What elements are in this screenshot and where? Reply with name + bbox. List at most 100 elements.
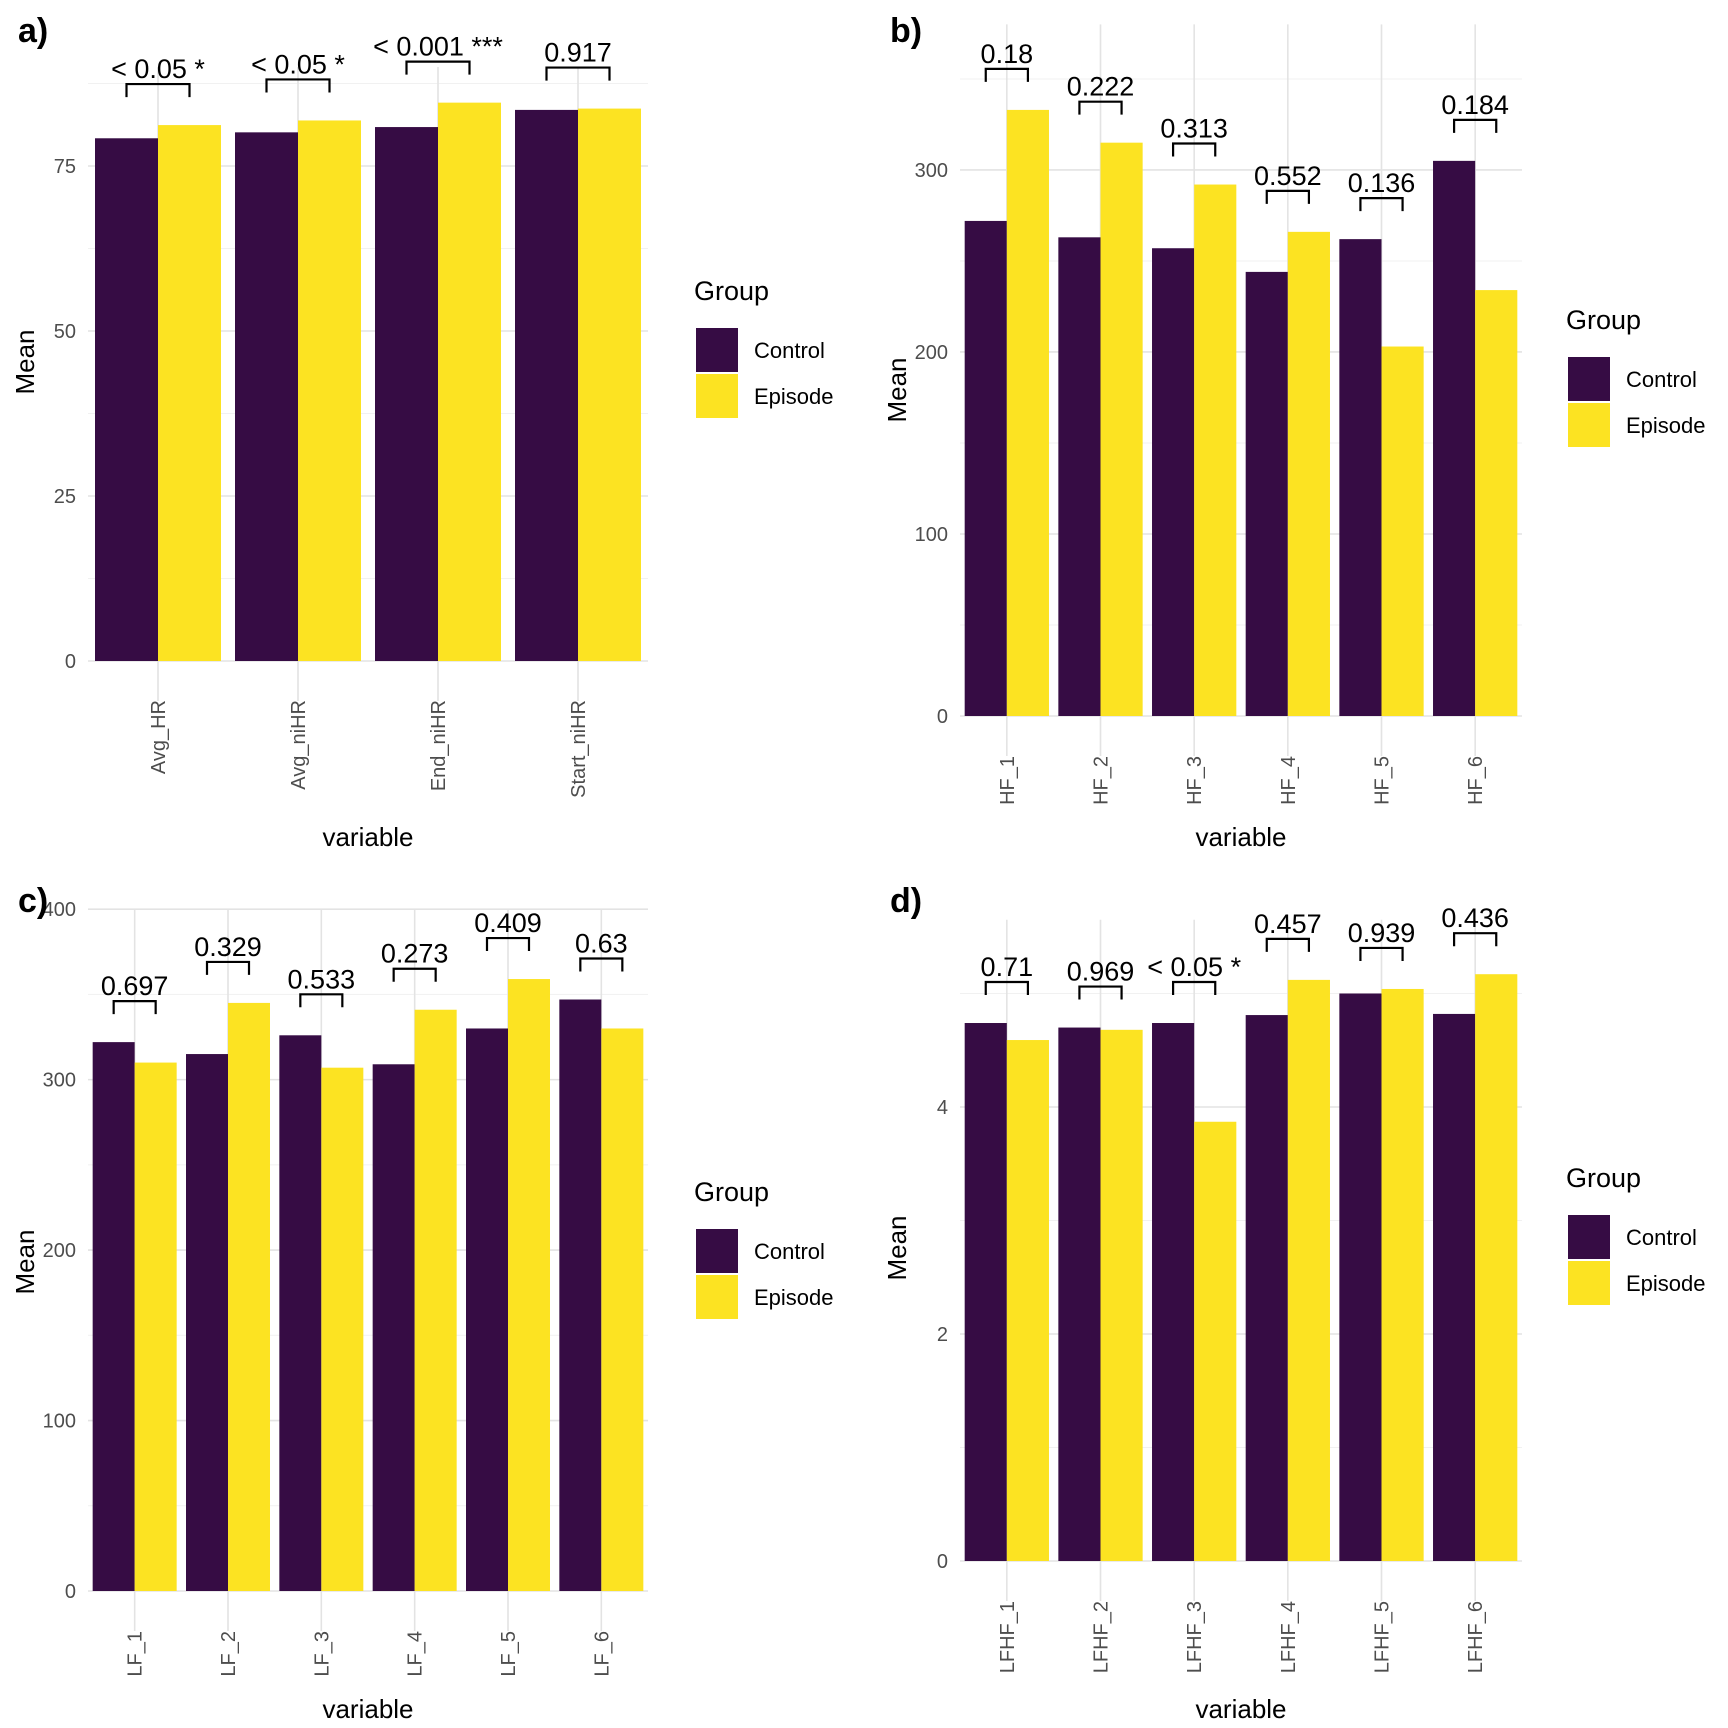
significance-bracket <box>1452 932 1498 947</box>
legend-key-episode <box>696 1275 738 1319</box>
significance-bracket <box>299 993 344 1008</box>
bar-control-lfhf_4 <box>1245 1015 1288 1561</box>
x-tick-label: HF_4 <box>1278 756 1300 805</box>
x-axis-title: variable <box>1195 822 1286 852</box>
y-tick-label: 4 <box>937 1097 948 1119</box>
bar-control-hf_5 <box>1339 239 1382 717</box>
significance-bracket <box>1265 937 1311 952</box>
p-value-label: 0.697 <box>101 971 169 1001</box>
legend-label: Control <box>1626 1225 1697 1250</box>
y-tick-label: 100 <box>43 1411 76 1433</box>
x-axis-title: variable <box>322 822 413 852</box>
bar-control-lfhf_3 <box>1152 1023 1195 1561</box>
panel-label: b) <box>890 12 922 50</box>
bar-control-lfhf_5 <box>1339 993 1382 1561</box>
legend-key-control <box>696 1229 738 1273</box>
y-tick-label: 300 <box>43 1070 76 1092</box>
bar-episode-start_nihr <box>578 108 641 661</box>
y-tick-label: 75 <box>54 156 76 178</box>
bar-control-lf_5 <box>466 1028 508 1591</box>
p-value-label: 0.409 <box>474 908 542 938</box>
legend-label: Episode <box>754 1285 834 1310</box>
p-value-label: < 0.05 * <box>251 49 345 79</box>
significance-bracket <box>205 960 251 975</box>
panel-label: c) <box>18 882 48 920</box>
y-axis-title: Mean <box>882 1215 912 1280</box>
x-tick-label: HF_3 <box>1184 756 1206 805</box>
significance-bracket <box>1359 946 1404 961</box>
x-tick-label: HF_6 <box>1465 756 1487 805</box>
bar-episode-lf_2 <box>228 1002 270 1591</box>
bar-control-hf_1 <box>964 220 1007 716</box>
bar-control-hf_3 <box>1152 248 1195 716</box>
x-tick-label: LFHF_5 <box>1372 1601 1394 1673</box>
y-axis-title: Mean <box>882 357 912 422</box>
y-axis-title: Mean <box>10 1229 40 1294</box>
x-tick-label: Avg_HR <box>148 700 170 774</box>
bar-episode-hf_1 <box>1006 109 1049 717</box>
bar-control-avg_hr <box>95 138 158 661</box>
bar-episode-hf_2 <box>1100 142 1143 716</box>
bar-control-hf_6 <box>1433 160 1476 716</box>
bar-episode-hf_4 <box>1287 231 1330 716</box>
bar-control-start_nihr <box>515 109 578 661</box>
bar-episode-lfhf_2 <box>1100 1029 1143 1561</box>
chart-panel-3: 0 100 200 300 400 LF_1 LF_2 LF_3 LF_4 LF_5 LF_6 0.6… <box>10 882 834 1724</box>
significance-bracket <box>984 980 1030 996</box>
legend-title: Group <box>694 1177 769 1207</box>
legend-title: Group <box>1566 1163 1641 1193</box>
p-value-label: 0.222 <box>1067 72 1135 102</box>
y-tick-label: 0 <box>937 1551 948 1573</box>
x-tick-label: LF_5 <box>498 1631 520 1677</box>
y-tick-label: 200 <box>915 342 948 364</box>
legend-key-control <box>696 328 738 372</box>
significance-bracket <box>1171 980 1217 996</box>
bar-control-lf_6 <box>559 999 602 1591</box>
significance-bracket <box>545 66 611 81</box>
bar-episode-lfhf_5 <box>1381 988 1424 1561</box>
legend-label: Control <box>754 1239 825 1264</box>
y-axis-title: Mean <box>10 329 40 394</box>
legend: Group Control Episode <box>694 1177 834 1319</box>
bar-episode-lfhf_4 <box>1287 979 1330 1561</box>
bar-control-lfhf_1 <box>964 1023 1007 1561</box>
legend: Group Control Episode <box>694 276 834 418</box>
y-tick-label: 200 <box>43 1240 76 1262</box>
y-tick-label: 100 <box>915 524 948 546</box>
significance-bracket <box>1359 197 1404 212</box>
y-tick-label: 300 <box>915 160 948 182</box>
p-value-label: 0.273 <box>381 939 449 969</box>
legend: Group Control Episode <box>1566 1163 1706 1305</box>
x-tick-label: LF_4 <box>405 1631 427 1677</box>
legend-title: Group <box>694 276 769 306</box>
x-tick-label: HF_5 <box>1372 756 1394 805</box>
p-value-label: 0.917 <box>544 38 612 68</box>
significance-bracket <box>125 82 191 98</box>
x-tick-label: LFHF_3 <box>1184 1601 1206 1673</box>
y-tick-label: 400 <box>43 899 76 921</box>
legend-title: Group <box>1566 305 1641 335</box>
bar-episode-lf_4 <box>414 1009 457 1591</box>
x-tick-label: LF_2 <box>218 1631 240 1677</box>
legend-label: Control <box>1626 367 1697 392</box>
bar-control-lfhf_6 <box>1433 1013 1476 1561</box>
bar-episode-lfhf_6 <box>1475 974 1518 1561</box>
legend-label: Episode <box>1626 413 1706 438</box>
legend-key-control <box>1568 1215 1610 1259</box>
bar-control-lf_4 <box>372 1064 415 1591</box>
legend: Group Control Episode <box>1566 305 1706 447</box>
significance-bracket <box>405 60 471 75</box>
y-tick-label: 50 <box>54 321 76 343</box>
x-tick-label: LFHF_4 <box>1278 1601 1300 1673</box>
x-tick-label: LF_6 <box>591 1631 613 1677</box>
p-value-label: 0.552 <box>1254 161 1322 191</box>
panel-label: a) <box>18 12 48 50</box>
legend-label: Control <box>754 338 825 363</box>
panel-label: d) <box>890 882 922 920</box>
legend-key-control <box>1568 357 1610 401</box>
y-tick-label: 2 <box>937 1324 948 1346</box>
p-value-label: 0.436 <box>1441 903 1509 933</box>
bar-control-lfhf_2 <box>1058 1027 1101 1561</box>
bar-control-lf_2 <box>186 1054 228 1591</box>
x-tick-label: LFHF_1 <box>997 1601 1019 1673</box>
